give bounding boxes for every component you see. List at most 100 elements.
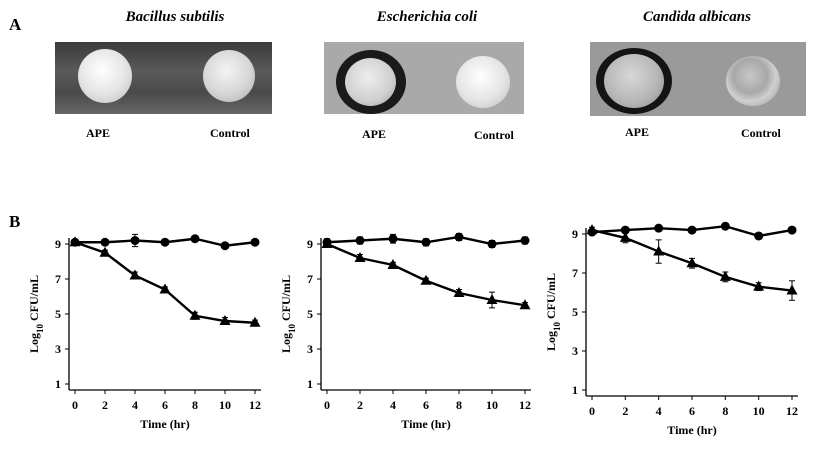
data-point-triangle: [219, 315, 231, 325]
y-axis-title-subscript: 10: [35, 323, 45, 333]
y-axis-title-unit: CFU/mL: [279, 275, 293, 324]
data-point-triangle: [321, 238, 333, 248]
y-tick-label: 1: [307, 377, 313, 391]
x-tick-label: 4: [132, 398, 138, 412]
y-axis-title-main: Log: [544, 331, 558, 351]
disc-control-3: [726, 56, 780, 106]
data-point-triangle: [189, 309, 201, 320]
y-axis-title-subscript: 10: [287, 323, 297, 333]
x-tick-label: 2: [622, 404, 628, 418]
photo2-label-ape: APE: [362, 127, 386, 141]
y-tick-label: 7: [55, 272, 61, 286]
y-tick-label: 1: [55, 377, 61, 391]
x-tick-label: 4: [656, 404, 662, 418]
photo1-label-control: Control: [210, 126, 250, 140]
y-tick-label: 3: [55, 342, 61, 356]
y-tick-label: 9: [55, 237, 61, 251]
y-tick-label: 7: [572, 266, 578, 280]
y-tick-label: 3: [572, 344, 578, 358]
inhibition-zone-ape-1: [78, 49, 132, 103]
y-tick-label: 9: [572, 227, 578, 241]
y-axis-title: Log10 CFU/mL: [544, 273, 562, 351]
data-point-triangle: [99, 246, 111, 257]
x-tick-label: 10: [753, 404, 765, 418]
photo3-label-control: Control: [741, 126, 781, 140]
x-tick-label: 8: [722, 404, 728, 418]
data-point-circle: [421, 237, 431, 247]
data-point-circle: [100, 237, 110, 247]
data-point-triangle: [159, 283, 171, 294]
agar-photo-1: [55, 42, 272, 114]
panel-a-label: A: [9, 15, 22, 34]
x-tick-label: 12: [786, 404, 798, 418]
data-point-circle: [388, 234, 398, 244]
y-axis-title-main: Log: [27, 333, 41, 353]
disc-ape-2: [345, 58, 396, 106]
y-tick-label: 9: [307, 237, 313, 251]
data-point-circle: [220, 241, 230, 251]
data-point-triangle: [786, 284, 798, 295]
data-point-triangle: [486, 294, 498, 304]
data-point-circle: [454, 232, 464, 242]
data-point-circle: [160, 237, 170, 247]
disc-control-2: [456, 56, 510, 108]
y-axis-title: Log10 CFU/mL: [27, 275, 45, 353]
x-tick-label: 0: [589, 404, 595, 418]
x-tick-label: 8: [192, 398, 198, 412]
y-axis-title-unit: CFU/mL: [27, 275, 41, 324]
x-tick-label: 6: [689, 404, 695, 418]
x-axis-title: Time (hr): [140, 417, 189, 431]
data-point-circle: [787, 225, 797, 235]
x-axis-title: Time (hr): [667, 423, 716, 437]
species-title-1: Bacillus subtilis: [125, 9, 225, 25]
y-axis-title-main: Log: [279, 333, 293, 353]
data-point-triangle: [619, 231, 631, 242]
data-point-circle: [355, 236, 365, 245]
data-point-triangle: [354, 252, 366, 262]
x-tick-label: 6: [423, 398, 429, 412]
photo3-label-ape: APE: [625, 125, 649, 139]
data-point-circle: [687, 225, 697, 235]
x-tick-label: 2: [357, 398, 363, 412]
x-tick-label: 8: [456, 398, 462, 412]
photo2-label-control: Control: [474, 128, 514, 142]
data-point-circle: [487, 239, 497, 249]
data-point-circle: [520, 236, 530, 245]
species-title-2: Escherichia coli: [376, 9, 478, 25]
data-point-triangle: [586, 224, 598, 235]
y-axis-title-unit: CFU/mL: [544, 273, 558, 322]
data-point-triangle: [129, 269, 141, 280]
data-point-circle: [130, 236, 140, 245]
x-tick-label: 10: [486, 398, 498, 412]
y-tick-label: 5: [55, 307, 61, 321]
x-axis-title: Time (hr): [401, 417, 450, 431]
series-line-triangle: [326, 242, 526, 307]
data-point-triangle: [653, 245, 665, 256]
y-tick-label: 7: [307, 272, 313, 286]
y-tick-label: 1: [572, 383, 578, 397]
data-point-circle: [720, 221, 730, 231]
species-title-3: Candida albicans: [643, 9, 751, 25]
agar-photo-3: [590, 42, 806, 116]
agar-photo-2: [324, 42, 524, 114]
y-tick-label: 5: [572, 305, 578, 319]
data-point-triangle: [686, 257, 698, 268]
data-point-triangle: [719, 270, 731, 281]
data-point-triangle: [387, 259, 399, 269]
x-tick-label: 2: [102, 398, 108, 412]
data-point-triangle: [420, 274, 432, 285]
x-tick-label: 0: [324, 398, 330, 412]
y-tick-label: 3: [307, 342, 313, 356]
y-tick-label: 5: [307, 307, 313, 321]
data-point-triangle: [519, 299, 531, 310]
data-point-circle: [654, 223, 664, 233]
disc-control-1: [203, 50, 255, 102]
data-point-circle: [190, 234, 200, 244]
data-point-circle: [250, 237, 260, 247]
x-tick-label: 10: [219, 398, 231, 412]
data-point-triangle: [69, 236, 81, 247]
growth-chart-candida: 1 3 5 7 9 0 2 4 6 8 10 12 Time (hr) Log10 CFU/mL: [544, 221, 798, 437]
photo1-label-ape: APE: [86, 126, 110, 140]
data-point-triangle: [753, 280, 765, 291]
x-tick-label: 0: [72, 398, 78, 412]
